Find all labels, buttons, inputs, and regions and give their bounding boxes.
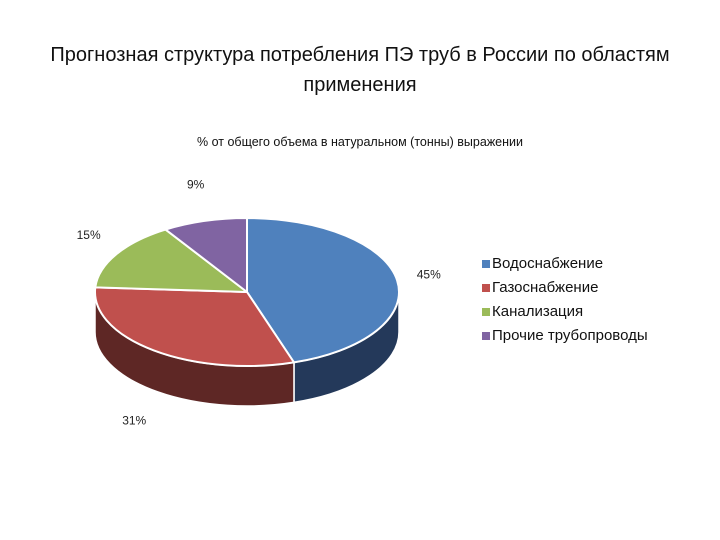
data-label-канализация: 15% — [77, 228, 101, 242]
legend-label: Прочие трубопроводы — [492, 327, 648, 344]
pie-slice-прочие-трубопроводы — [164, 217, 248, 293]
legend-label: Газоснабжение — [492, 279, 599, 296]
pie-slice-водоснабжение — [246, 217, 400, 364]
pie-slice-канализация — [94, 228, 248, 293]
pie-slice-газоснабжение — [94, 286, 295, 367]
data-label-газоснабжение: 31% — [122, 413, 146, 427]
legend-swatch — [482, 284, 490, 292]
legend-item-водоснабжение: Водоснабжение — [482, 252, 648, 276]
data-label-прочие-трубопроводы: 9% — [187, 177, 205, 191]
chart-legend: Водоснабжение Газоснабжение Канализация Про… — [482, 252, 648, 348]
legend-label: Канализация — [492, 303, 584, 320]
legend-swatch — [482, 260, 490, 268]
legend-item-прочие-трубопроводы: Прочие трубопроводы — [482, 324, 648, 348]
legend-swatch — [482, 308, 490, 316]
legend-item-газоснабжение: Газоснабжение — [482, 276, 648, 300]
chart-title: Прогнозная структура потребления ПЭ труб… — [50, 44, 670, 96]
legend-label: Водоснабжение — [492, 255, 604, 272]
data-label-водоснабжение: 45% — [417, 267, 441, 281]
chart-subtitle: % от общего объема в натуральном (тонны)… — [197, 135, 523, 149]
pie-slices-group — [94, 217, 400, 367]
legend-swatch — [482, 332, 490, 340]
pie-labels-group: 45% 31% 15% 9% — [77, 177, 441, 427]
legend-item-канализация: Канализация — [482, 300, 648, 324]
